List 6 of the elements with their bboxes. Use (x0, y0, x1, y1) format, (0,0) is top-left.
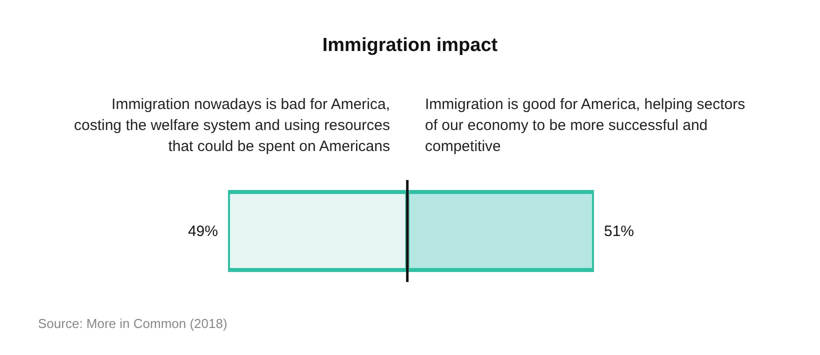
data-label: 49% (188, 223, 218, 240)
text: Immigration is good for America, helping sectors of our economy to be more successful and competitive (425, 95, 746, 157)
data-label: 51% (604, 223, 634, 240)
text: Immigration nowadays is bad for America, costing the welfare system and using resources that could be spent on Americans (73, 95, 390, 157)
source-note: Source: More in Common (2018) (38, 316, 228, 331)
chart-title: Immigration impact (321, 35, 499, 57)
